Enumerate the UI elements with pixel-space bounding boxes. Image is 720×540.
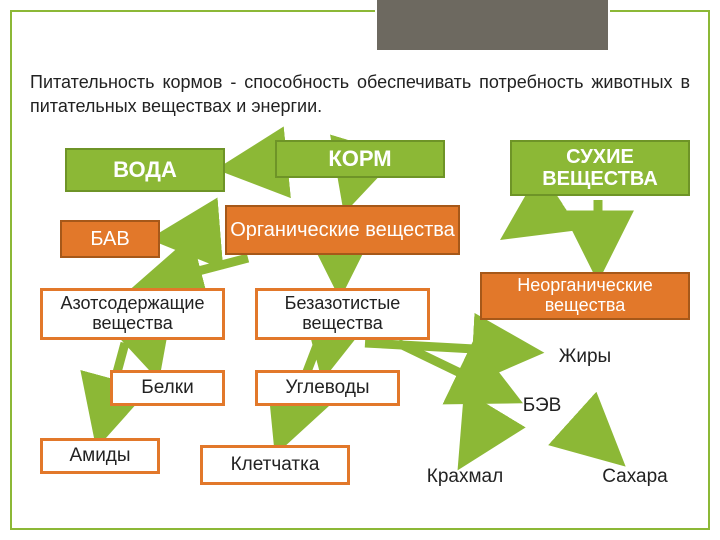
node-dry: СУХИЕ ВЕЩЕСТВА — [510, 140, 690, 196]
node-fats: Жиры — [525, 342, 645, 372]
node-nitro: Азотсодержащие вещества — [40, 288, 225, 340]
node-korm: КОРМ — [275, 140, 445, 178]
node-starch: Крахмал — [395, 460, 535, 495]
header-box — [375, 0, 610, 52]
node-inorganic: Неорганические вещества — [480, 272, 690, 320]
node-proteins: Белки — [110, 370, 225, 406]
description-text: Питательность кормов - способность обесп… — [30, 70, 690, 119]
node-non_nitro: Безазотистые вещества — [255, 288, 430, 340]
node-organic: Органические вещества — [225, 205, 460, 255]
node-bav: БАВ — [60, 220, 160, 258]
node-sugars: Сахара — [575, 460, 695, 495]
node-bev: БЭВ — [497, 392, 587, 420]
node-amides: Амиды — [40, 438, 160, 474]
node-carbs: Углеводы — [255, 370, 400, 406]
node-voda: ВОДА — [65, 148, 225, 192]
node-fiber: Клетчатка — [200, 445, 350, 485]
